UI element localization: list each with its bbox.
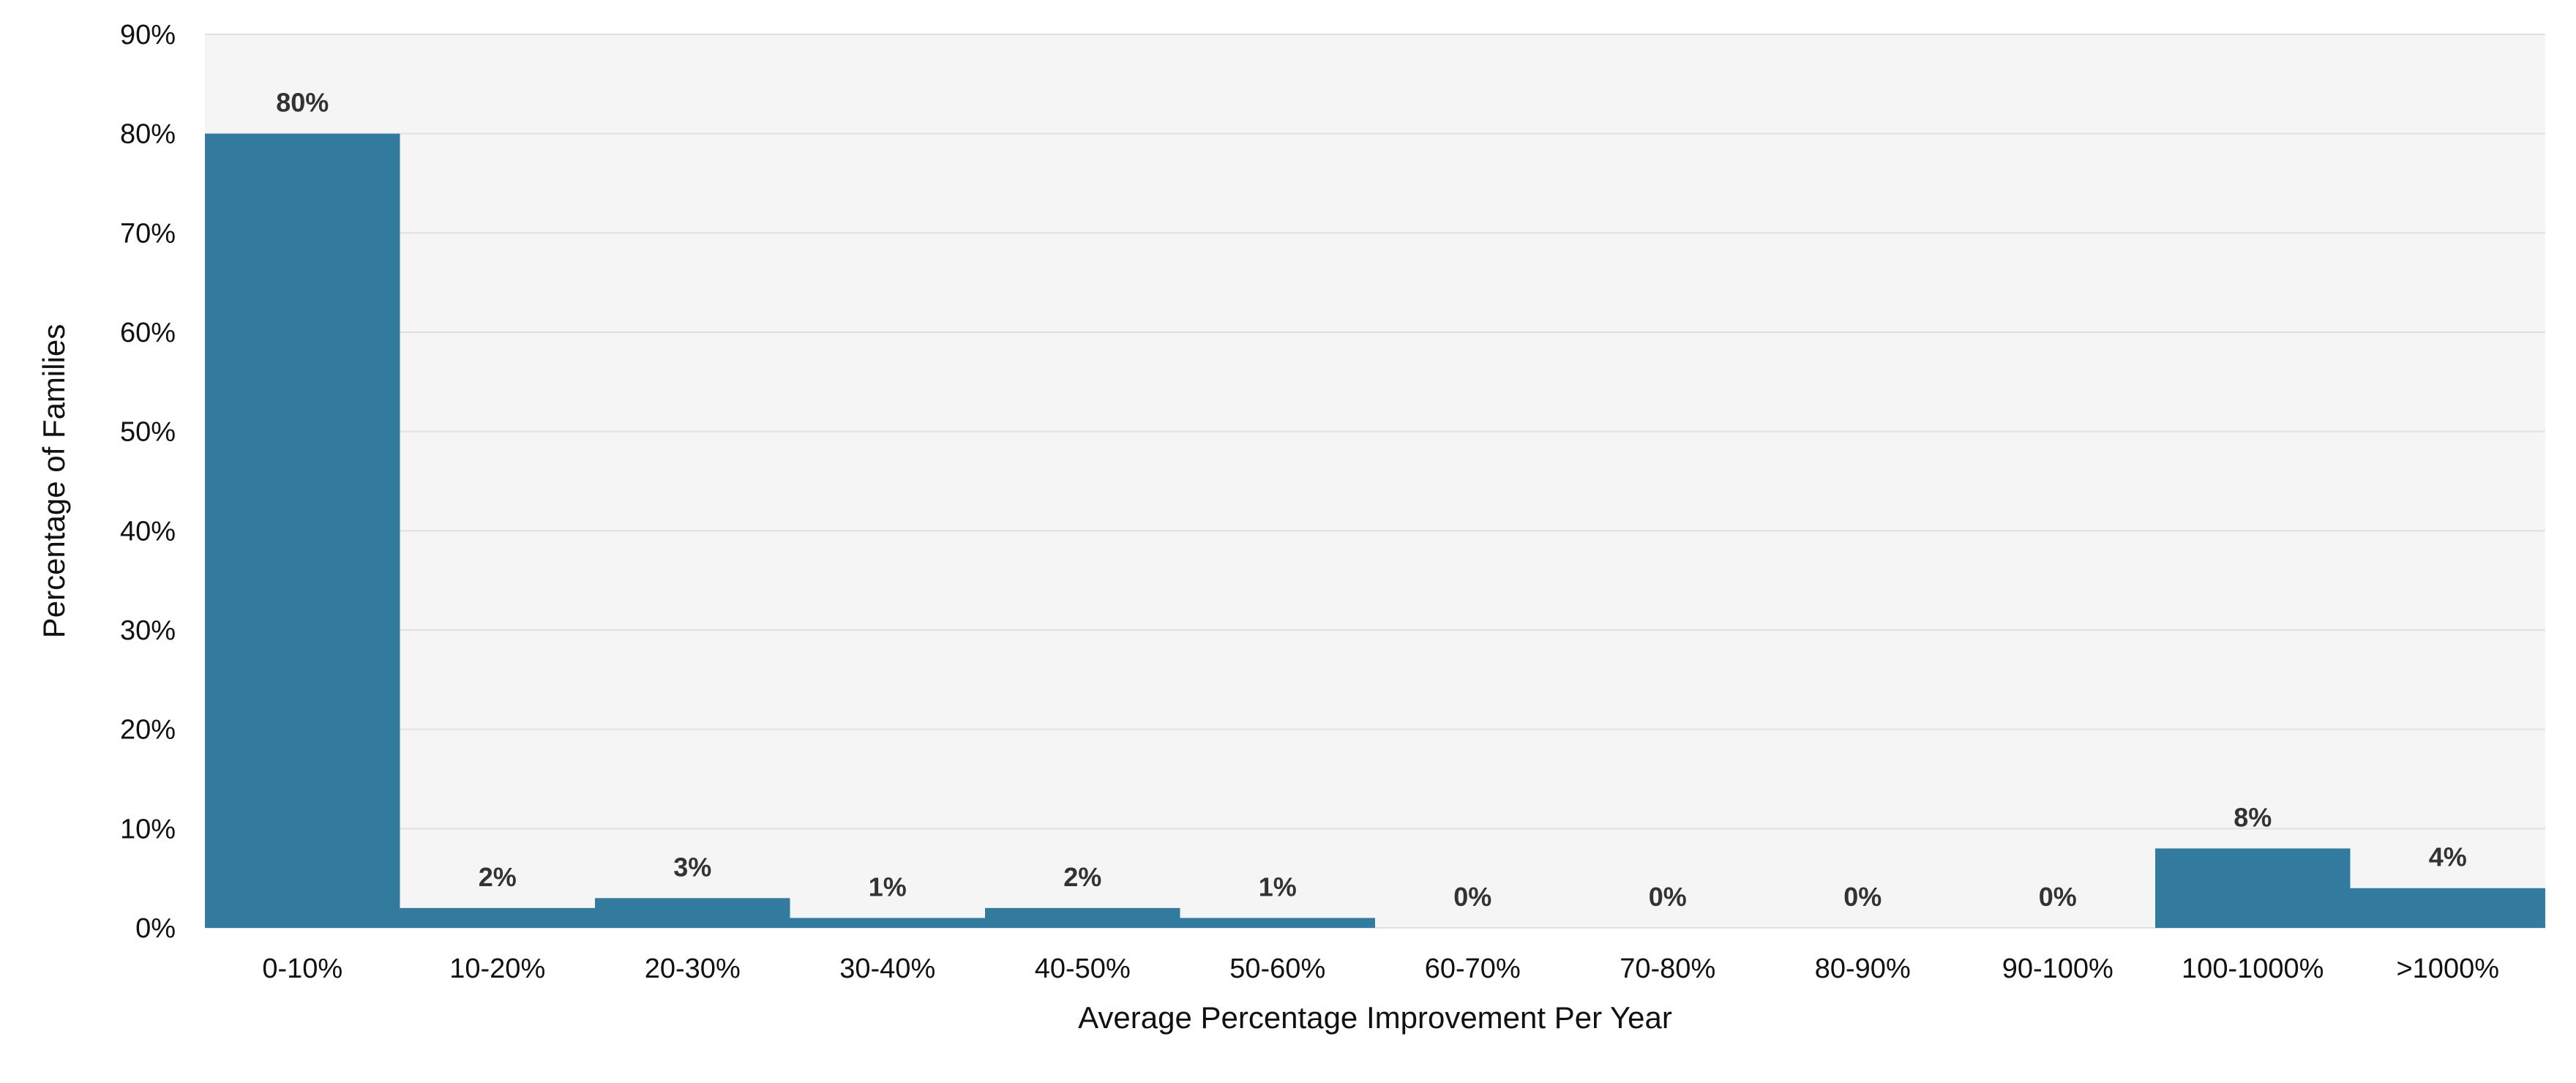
y-tick-label: 70% (120, 218, 176, 249)
y-tick-label: 10% (120, 814, 176, 844)
y-axis-tick-labels: 0% 10% 20% 30% 40% 50% 60% 70% 80% 90% (120, 20, 176, 944)
data-label: 2% (479, 862, 517, 892)
y-tick-label: 40% (120, 516, 176, 547)
bars (205, 133, 2545, 929)
bar (1180, 918, 1375, 928)
bar (595, 898, 790, 928)
y-tick-label: 80% (120, 119, 176, 150)
data-label: 8% (2234, 802, 2272, 832)
bar (2350, 888, 2545, 928)
x-tick-label: 50-60% (1229, 953, 1325, 984)
y-axis-title: Percentage of Families (37, 324, 71, 639)
data-label: 1% (1259, 872, 1297, 902)
x-tick-label: 40-50% (1035, 953, 1131, 984)
y-tick-label: 30% (120, 615, 176, 646)
data-labels: 80% 2% 3% 1% 2% 1% 0% 0% 0% 0% 8% 4% (276, 88, 2467, 912)
x-tick-label: 10-20% (449, 953, 545, 984)
plot-background (205, 34, 2545, 928)
data-label: 0% (2039, 882, 2077, 912)
x-tick-label: >1000% (2396, 953, 2499, 984)
data-label: 3% (673, 852, 711, 882)
data-label: 1% (869, 872, 907, 902)
y-tick-label: 90% (120, 20, 176, 50)
data-label: 4% (2429, 842, 2467, 872)
data-label: 0% (1649, 882, 1687, 912)
bar (400, 907, 595, 928)
data-label: 0% (1843, 882, 1882, 912)
y-tick-label: 50% (120, 417, 176, 448)
bar (205, 133, 400, 929)
y-tick-label: 20% (120, 715, 176, 746)
y-tick-label: 0% (135, 913, 176, 944)
data-label: 0% (1453, 882, 1491, 912)
x-tick-label: 70-80% (1620, 953, 1715, 984)
x-tick-label: 30-40% (839, 953, 935, 984)
x-tick-label: 80-90% (1815, 953, 1911, 984)
data-label: 80% (276, 88, 329, 118)
bar (2155, 848, 2351, 928)
data-label: 2% (1063, 862, 1101, 892)
bar (790, 918, 985, 928)
x-tick-label: 0-10% (262, 953, 342, 984)
y-tick-label: 60% (120, 318, 176, 348)
x-axis-tick-labels: 0-10% 10-20% 20-30% 30-40% 40-50% 50-60% 60-70… (262, 953, 2499, 984)
x-tick-label: 20-30% (645, 953, 741, 984)
x-axis-title: Average Percentage Improvement Per Year (1078, 1000, 1672, 1035)
x-tick-label: 60-70% (1425, 953, 1521, 984)
bar (985, 907, 1180, 928)
x-tick-label: 100-1000% (2182, 953, 2324, 984)
x-tick-label: 90-100% (2002, 953, 2113, 984)
gridlines (205, 34, 2545, 929)
